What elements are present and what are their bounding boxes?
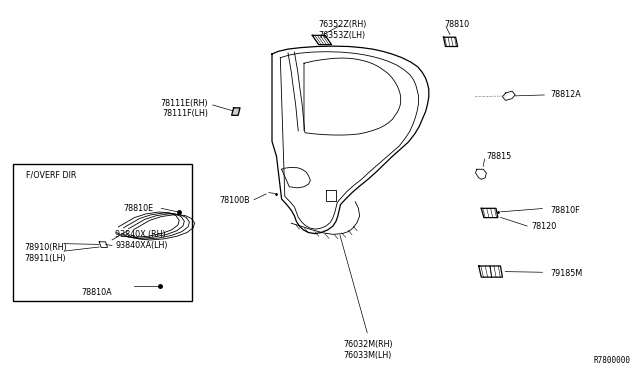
Text: 78810: 78810 (445, 20, 470, 29)
Text: 79185M: 79185M (550, 269, 582, 278)
Text: 78812A: 78812A (550, 90, 581, 99)
Text: 78810A: 78810A (81, 288, 112, 296)
Text: 78810F: 78810F (550, 206, 580, 215)
Text: 78810E: 78810E (124, 204, 154, 213)
Text: 93840X (RH)
93840XA(LH): 93840X (RH) 93840XA(LH) (115, 230, 168, 250)
Polygon shape (232, 108, 240, 115)
Text: F/OVERF DIR: F/OVERF DIR (26, 170, 76, 179)
Text: 76352Z(RH)
76353Z(LH): 76352Z(RH) 76353Z(LH) (318, 20, 367, 40)
FancyBboxPatch shape (13, 164, 192, 301)
Text: 78120: 78120 (531, 222, 556, 231)
Text: 78100B: 78100B (219, 196, 250, 205)
Text: 76032M(RH)
76033M(LH): 76032M(RH) 76033M(LH) (343, 340, 393, 360)
Text: 78910(RH)
78911(LH): 78910(RH) 78911(LH) (24, 243, 67, 263)
Text: 78111E(RH)
78111F(LH): 78111E(RH) 78111F(LH) (161, 99, 208, 118)
Text: 78815: 78815 (486, 152, 511, 161)
Text: R7800000: R7800000 (593, 356, 630, 365)
